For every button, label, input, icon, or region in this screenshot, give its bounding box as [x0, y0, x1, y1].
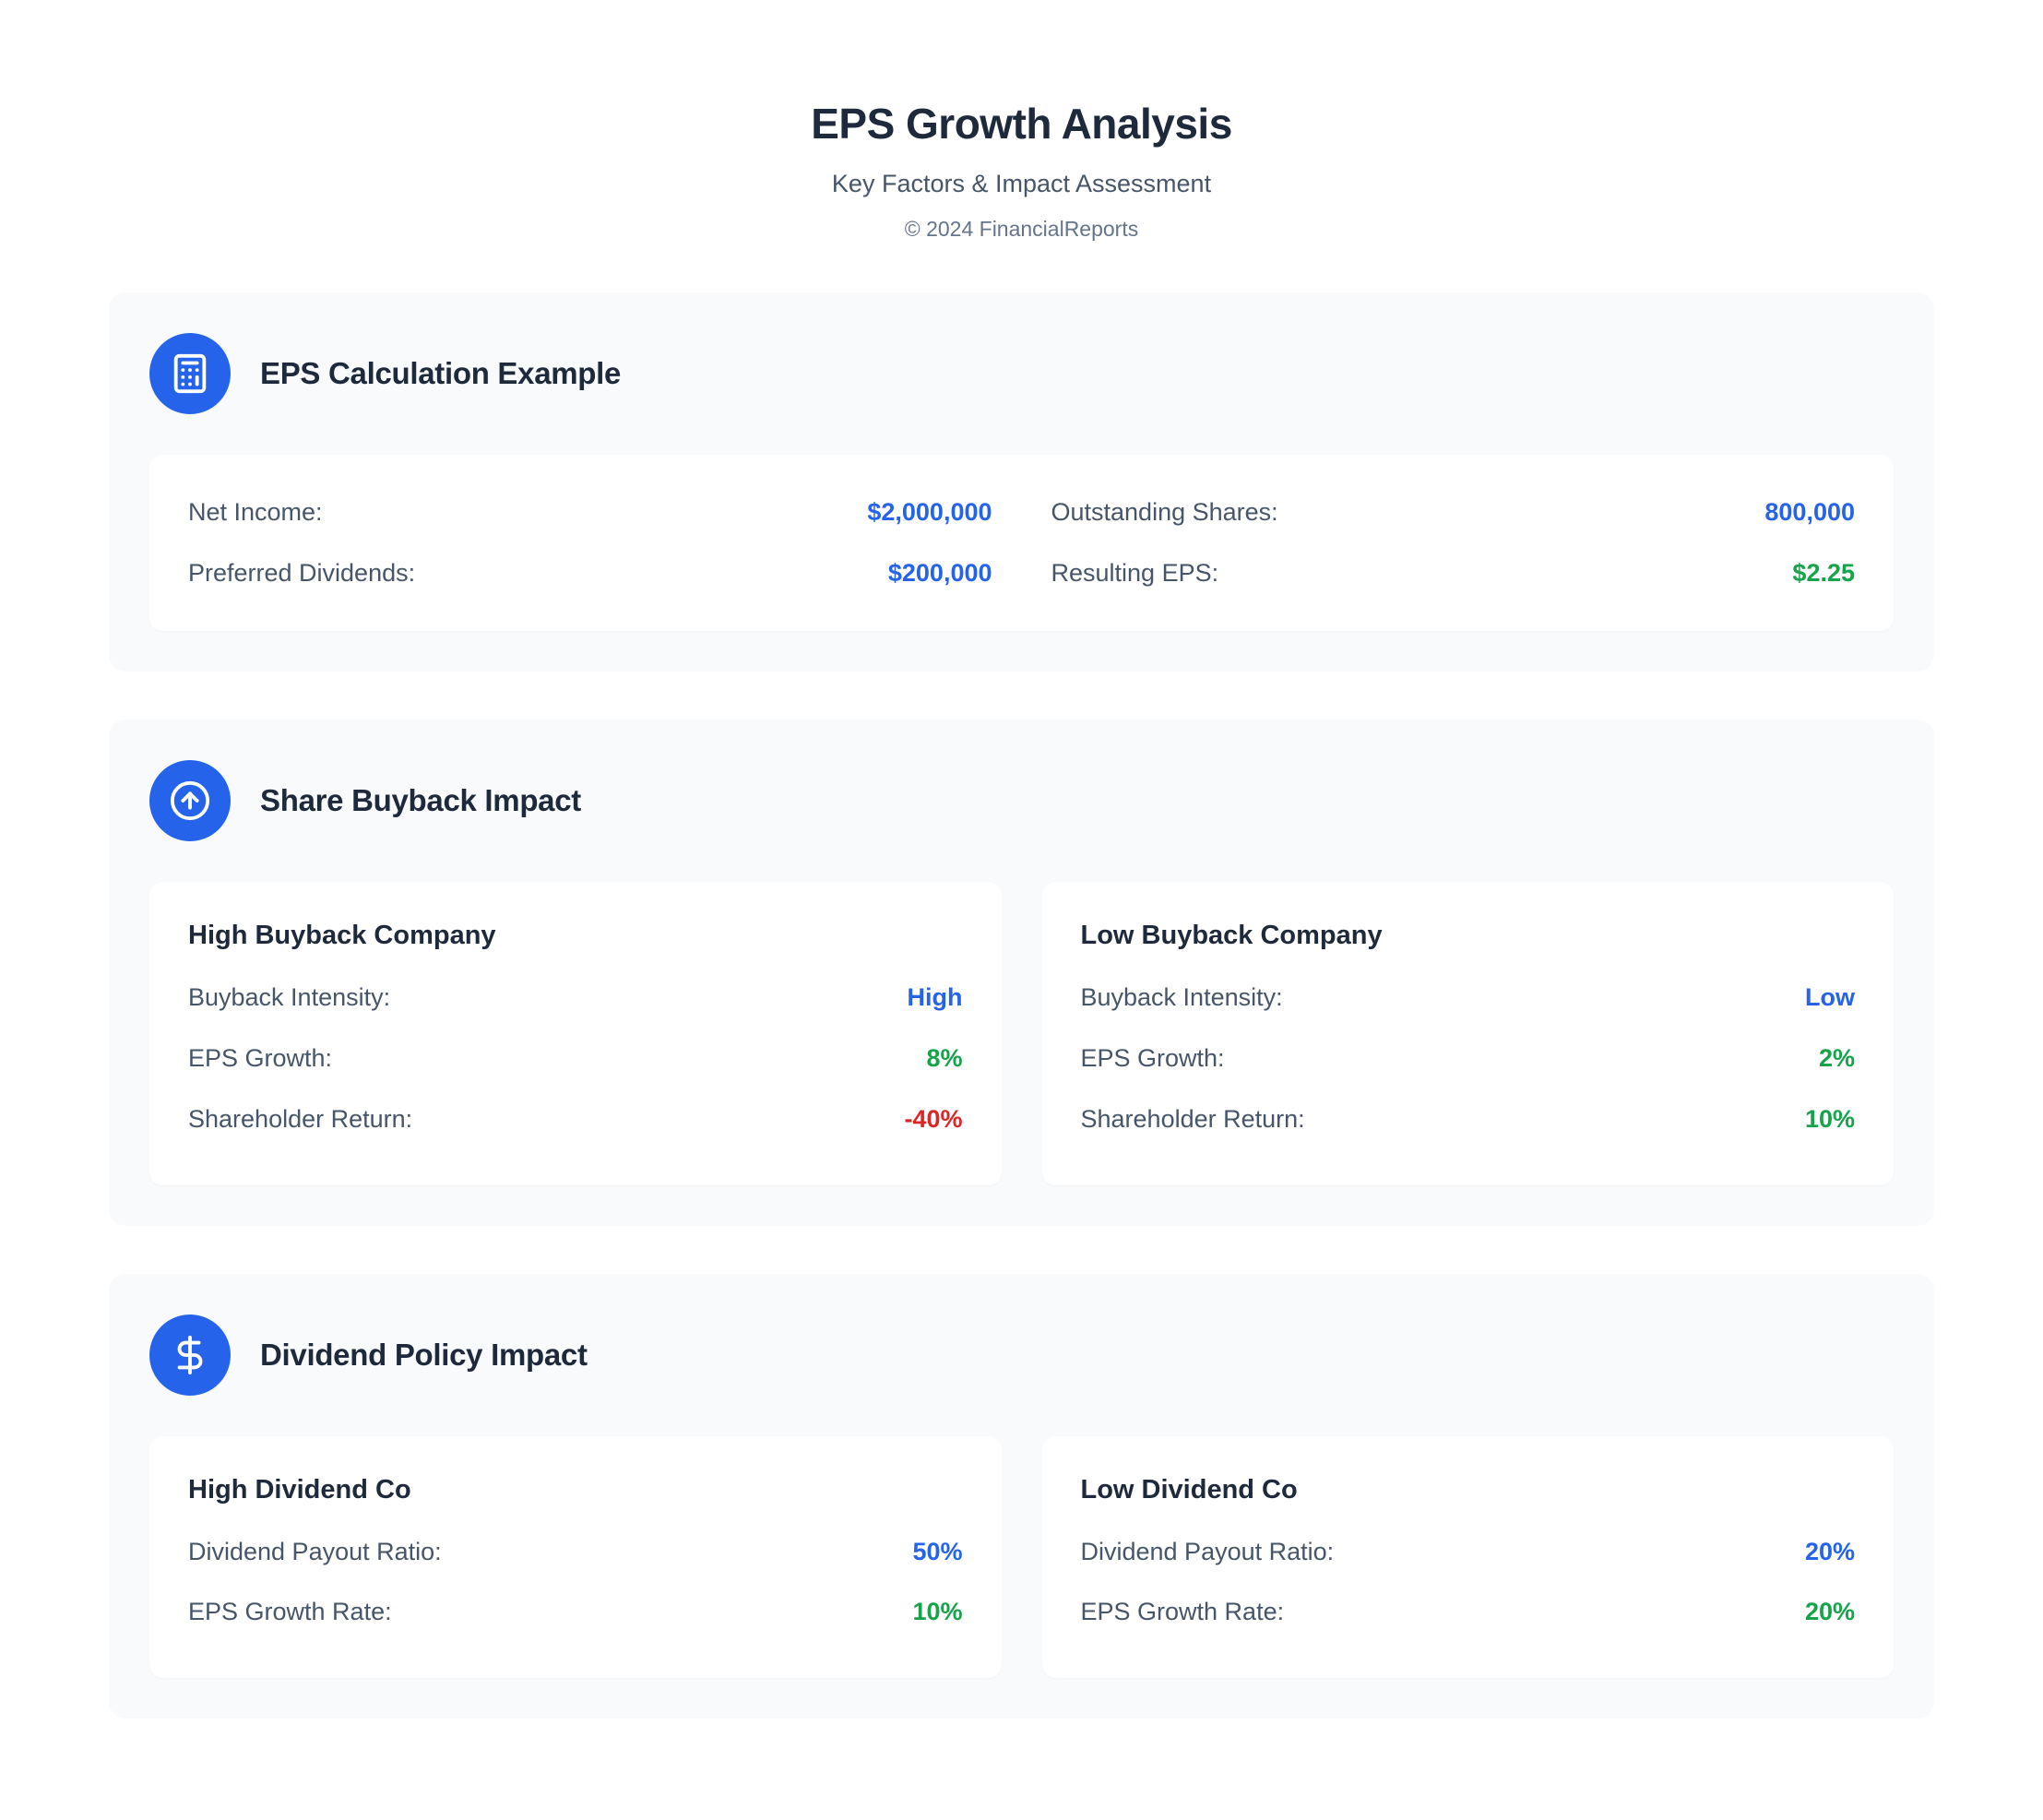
- kv-label: Dividend Payout Ratio:: [188, 1537, 442, 1565]
- kv-row-eps-growth-rate: EPS Growth Rate: 10%: [188, 1582, 963, 1643]
- kv-row-buyback-intensity: Buyback Intensity: Low: [1081, 968, 1856, 1029]
- kv-value: 20%: [1804, 1598, 1855, 1626]
- kv-value: High: [907, 983, 963, 1012]
- card-title: High Dividend Co: [188, 1474, 411, 1505]
- kv-row-buyback-intensity: Buyback Intensity: High: [188, 968, 963, 1029]
- kv-value: Low: [1805, 983, 1855, 1012]
- kv-row-net-income: Net Income: $2,000,000: [188, 482, 992, 543]
- section-dividend-policy: Dividend Policy Impact High Dividend Co …: [109, 1273, 1934, 1719]
- kv-label: Buyback Intensity:: [1080, 983, 1283, 1012]
- kv-label: EPS Growth:: [188, 1044, 333, 1073]
- kv-value: 8%: [926, 1044, 963, 1073]
- kv-label: EPS Growth Rate:: [1080, 1598, 1285, 1626]
- kv-label: Shareholder Return:: [188, 1104, 413, 1133]
- card-title: High Buyback Company: [188, 921, 496, 951]
- section-title: Share Buyback Impact: [260, 783, 581, 818]
- calculator-icon: [149, 332, 231, 414]
- circle-arrow-up-icon: [149, 760, 231, 842]
- kv-label: Net Income:: [188, 497, 323, 526]
- high-buyback-card: High Buyback Company Buyback Intensity: …: [149, 882, 1002, 1185]
- dividend-cards: High Dividend Co Dividend Payout Ratio: …: [149, 1435, 1894, 1679]
- low-dividend-card: Low Dividend Co Dividend Payout Ratio: 2…: [1041, 1435, 1894, 1679]
- kv-row-preferred-dividends: Preferred Dividends: $200,000: [188, 543, 992, 604]
- page-title: EPS Growth Analysis: [811, 100, 1232, 148]
- section-share-buyback: Share Buyback Impact High Buyback Compan…: [109, 720, 1934, 1226]
- section-title: EPS Calculation Example: [260, 355, 622, 390]
- copyright-text: © 2024 FinancialReports: [904, 217, 1139, 242]
- kv-label: Shareholder Return:: [1080, 1104, 1305, 1133]
- kv-value: $200,000: [887, 558, 992, 587]
- kv-value: $2,000,000: [867, 497, 992, 526]
- kv-value: 800,000: [1764, 497, 1855, 526]
- high-dividend-card: High Dividend Co Dividend Payout Ratio: …: [149, 1435, 1002, 1679]
- kv-row-eps-growth-rate: EPS Growth Rate: 20%: [1081, 1582, 1856, 1643]
- card-title: Low Buyback Company: [1080, 921, 1383, 951]
- card-title: Low Dividend Co: [1080, 1474, 1298, 1505]
- kv-label: Buyback Intensity:: [188, 983, 391, 1012]
- kv-value: 20%: [1804, 1537, 1855, 1565]
- section-header: Dividend Policy Impact: [149, 1314, 1894, 1396]
- kv-value: -40%: [904, 1104, 963, 1133]
- kv-row-dividend-payout-ratio: Dividend Payout Ratio: 50%: [188, 1522, 963, 1583]
- kv-row-outstanding-shares: Outstanding Shares: 800,000: [1051, 482, 1856, 543]
- section-eps-calculation: EPS Calculation Example Net Income: $2,0…: [109, 291, 1934, 672]
- kv-label: Outstanding Shares:: [1051, 497, 1278, 526]
- low-buyback-card: Low Buyback Company Buyback Intensity: L…: [1041, 882, 1894, 1185]
- report-header: EPS Growth Analysis Key Factors & Impact…: [0, 0, 2043, 243]
- section-header: Share Buyback Impact: [149, 760, 1894, 842]
- kv-row-shareholder-return: Shareholder Return: -40%: [188, 1089, 963, 1150]
- kv-value: 50%: [912, 1537, 963, 1565]
- kv-label: Resulting EPS:: [1051, 558, 1219, 587]
- buyback-cards: High Buyback Company Buyback Intensity: …: [149, 882, 1894, 1185]
- section-title: Dividend Policy Impact: [260, 1337, 588, 1372]
- dollar-sign-icon: [149, 1314, 231, 1396]
- page-subtitle: Key Factors & Impact Assessment: [831, 169, 1212, 197]
- kv-value: $2.25: [1792, 558, 1855, 587]
- kv-value: 10%: [1804, 1104, 1855, 1133]
- kv-row-resulting-eps: Resulting EPS: $2.25: [1051, 543, 1856, 604]
- kv-label: EPS Growth:: [1080, 1044, 1225, 1073]
- kv-row-eps-growth: EPS Growth: 2%: [1081, 1029, 1856, 1089]
- kv-row-shareholder-return: Shareholder Return: 10%: [1081, 1089, 1856, 1150]
- kv-row-dividend-payout-ratio: Dividend Payout Ratio: 20%: [1081, 1522, 1856, 1583]
- kv-value: 2%: [1818, 1044, 1855, 1073]
- calculation-card: Net Income: $2,000,000 Outstanding Share…: [149, 454, 1894, 632]
- kv-value: 10%: [912, 1598, 963, 1626]
- section-header: EPS Calculation Example: [149, 332, 1894, 414]
- kv-row-eps-growth: EPS Growth: 8%: [188, 1029, 963, 1089]
- kv-label: EPS Growth Rate:: [188, 1598, 392, 1626]
- kv-label: Dividend Payout Ratio:: [1080, 1537, 1335, 1565]
- kv-label: Preferred Dividends:: [188, 558, 416, 587]
